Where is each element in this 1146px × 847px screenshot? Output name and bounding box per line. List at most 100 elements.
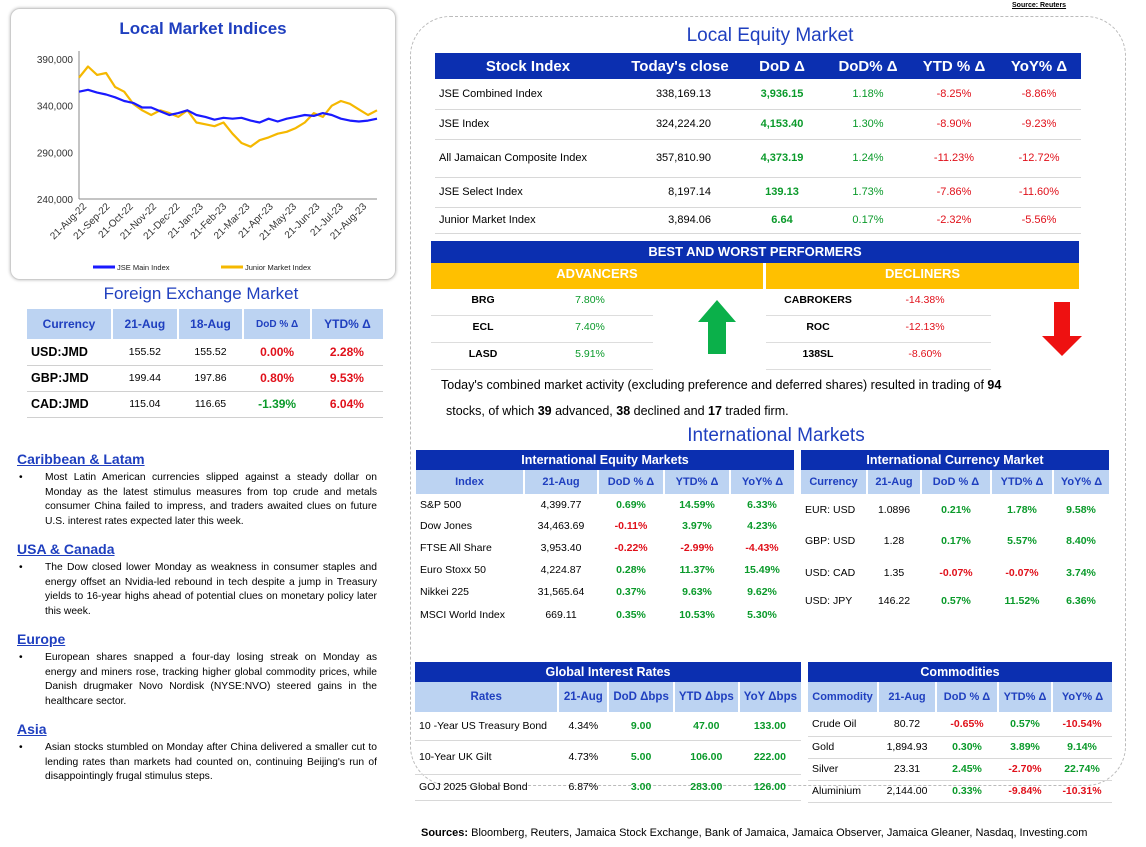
chart-panel: Local Market Indices 390,000 340,000 290,0… [10, 8, 396, 280]
performer-change: 5.91% [575, 348, 605, 360]
summary-text: stocks, of which [446, 404, 538, 418]
com-row-value: 80.72 [893, 717, 921, 730]
com-row-change: 0.33% [952, 785, 982, 797]
fx-table-wrap: Currency 21-Aug 18-Aug DoD % Δ YTD% Δ US… [27, 309, 383, 418]
fx-currency: CAD:JMD [31, 397, 89, 411]
intl-eq-row-change: 4.23% [747, 520, 777, 532]
intl-cur-row: USD: CAD 1.35 -0.07% -0.07% 3.74% [801, 556, 1109, 590]
rates-row-change: 9.00 [630, 719, 652, 732]
equity-index-name: Junior Market Index [435, 207, 621, 234]
intl-eq-row: MSCI World Index 669.11 0.35% 10.53% 5.30% [416, 603, 794, 627]
y-tick-label: 240,000 [37, 195, 74, 206]
equity-ytd: -8.25% [911, 79, 997, 110]
rates-row-change: 133.00 [753, 719, 786, 732]
rates-row-value: 4.73% [568, 751, 599, 763]
fx-dod: -1.39% [258, 397, 297, 411]
series-line [78, 88, 378, 124]
performer-row: ECL 7.40% [431, 316, 653, 343]
intl-eq-row-change: 0.37% [616, 586, 646, 598]
com-header: YTD% Δ [998, 682, 1053, 712]
performer-symbol: 138SL [802, 348, 834, 360]
fx-ytd: 9.53% [329, 371, 364, 385]
intl-eq-row-value: 31,565.64 [537, 586, 585, 598]
intl-cur-header: 21-Aug [867, 470, 922, 494]
intl-eq-row-change: 9.63% [682, 586, 712, 598]
fx-header: DoD % Δ [243, 309, 312, 339]
com-row-name: Crude Oil [812, 717, 857, 730]
footer-text: Bloomberg, Reuters, Jamaica Stock Exchan… [468, 827, 1088, 839]
equity-ytd: -11.23% [911, 139, 997, 178]
com-row-change: 2.45% [952, 763, 982, 775]
equity-table: Stock Index Today's close DoD Δ DoD% Δ Y… [435, 53, 1081, 234]
equity-dod: 3,936.15 [739, 79, 825, 110]
intl-eq-row-value: 4,224.87 [540, 564, 582, 576]
fx-row: GBP:JMD 199.44 197.86 0.80% 9.53% [27, 365, 383, 391]
equity-close: 8,197.14 [621, 177, 739, 208]
com-row: Gold 1,894.93 0.30% 3.89% 9.14% [808, 736, 1112, 758]
equity-dod: 4,373.19 [739, 139, 825, 178]
com-row: Aluminium 2,144.00 0.33% -9.84% -10.31% [808, 780, 1112, 802]
intl-cur-row-name: GBP: USD [805, 535, 856, 547]
equity-ytd: -7.86% [911, 177, 997, 208]
intl-cur-row-change: 11.52% [1004, 595, 1040, 607]
intl-cur-row-name: EUR: USD [805, 504, 856, 516]
summary-advanced: 39 [537, 404, 552, 418]
com-header: YoY% Δ [1061, 691, 1104, 703]
intl-cur-row-change: 8.40% [1066, 535, 1096, 547]
intl-eq-row: Nikkei 225 31,565.64 0.37% 9.63% 9.62% [416, 581, 794, 603]
performer-symbol: BRG [471, 294, 495, 306]
intl-equity-wrap: International Equity Markets Index 21-Au… [416, 450, 794, 627]
fx-header: YTD% Δ [324, 317, 371, 331]
news-heading: Asia [17, 721, 47, 737]
rates-row-change: 222.00 [753, 751, 786, 763]
com-row-change: 0.57% [1010, 717, 1040, 730]
com-row: Silver 23.31 2.45% -2.70% 22.74% [808, 758, 1112, 780]
news-bullet: Asian stocks stumbled on Monday after Ch… [17, 741, 377, 785]
equity-dodp: 1.73% [825, 177, 911, 208]
summary-firm: 17 [708, 404, 722, 418]
intl-cur-row-value: 1.28 [883, 535, 905, 547]
summary-text: advanced, [551, 404, 617, 418]
intl-eq-row-change: 5.30% [747, 609, 777, 621]
performer-row: LASD 5.91% [431, 343, 653, 370]
equity-yoy: -9.23% [997, 109, 1081, 140]
com-row-change: -9.84% [1008, 785, 1042, 797]
fx-dod: 0.80% [260, 371, 295, 385]
performer-change: 7.80% [575, 294, 605, 306]
rates-row-name: GOJ 2025 Global Bond [419, 781, 528, 793]
intl-eq-row-change: -0.22% [614, 542, 648, 554]
fx-value: 199.44 [128, 372, 161, 384]
intl-cur-row-name: USD: JPY [805, 595, 853, 607]
rates-row-change: 126.00 [753, 781, 786, 793]
equity-row: JSE Index 324,224.20 4,153.40 1.30% -8.90% -9… [435, 109, 1081, 140]
performer-change: -8.60% [908, 348, 942, 360]
fx-header: 18-Aug [177, 309, 245, 339]
com-row-change: -0.65% [950, 717, 984, 730]
commodities-table: Commodity 21-Aug DoD % Δ YTD% Δ YoY% Δ C… [808, 682, 1112, 803]
rates-row-name: 10-Year UK Gilt [419, 751, 492, 763]
intl-eq-row-change: 11.37% [679, 564, 715, 576]
com-row-change: 0.30% [952, 741, 982, 753]
equity-yoy: -8.86% [997, 79, 1081, 110]
equity-close: 324,224.20 [621, 109, 739, 140]
intl-eq-row-change: 3.97% [682, 520, 712, 532]
summary-text: traded firm. [721, 404, 789, 418]
intl-cur-row-value: 1.35 [883, 567, 905, 579]
intl-eq-row-name: Dow Jones [420, 520, 472, 532]
news-bullet: The Dow closed lower Monday as weakness … [17, 561, 377, 619]
intl-currency-wrap: International Currency Market Currency 2… [801, 450, 1109, 612]
intl-currency-table: Currency 21-Aug DoD % Δ YTD% Δ YoY% Δ EU… [801, 470, 1109, 612]
performer-symbol: ROC [806, 321, 830, 333]
rates-header: YTD Δbps [673, 682, 740, 712]
intl-cur-row-change: 5.57% [1007, 535, 1037, 547]
com-row-change: 22.74% [1064, 763, 1100, 775]
performer-change: 7.40% [575, 321, 605, 333]
market-summary: Today's combined market activity (exclud… [441, 372, 1081, 424]
com-row-name: Silver [812, 763, 839, 775]
fx-dod: 0.00% [260, 344, 295, 359]
intl-cur-row-change: 1.78% [1007, 504, 1037, 516]
fx-row: USD:JMD 155.52 155.52 0.00% 2.28% [27, 339, 383, 365]
series-line [78, 65, 378, 148]
equity-row: Junior Market Index 3,894.06 6.64 0.17% -2.3… [435, 207, 1081, 234]
rates-header: Rates [415, 682, 560, 712]
